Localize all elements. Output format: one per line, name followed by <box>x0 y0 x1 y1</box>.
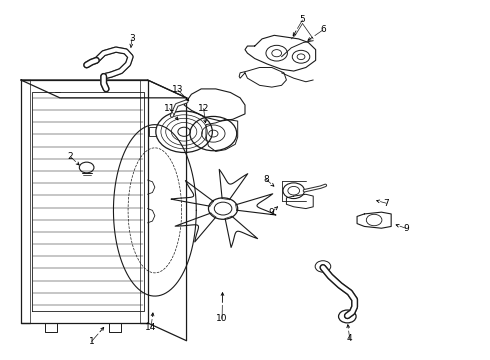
Text: 3: 3 <box>129 35 135 44</box>
Text: 13: 13 <box>172 85 184 94</box>
Text: 9: 9 <box>403 224 409 233</box>
Text: 2: 2 <box>68 152 74 161</box>
Circle shape <box>79 162 94 173</box>
Text: 10: 10 <box>217 314 228 323</box>
Text: 4: 4 <box>347 334 353 343</box>
Text: 14: 14 <box>145 323 157 332</box>
Text: 7: 7 <box>383 199 389 208</box>
Text: 12: 12 <box>198 104 209 113</box>
Text: 11: 11 <box>164 104 175 113</box>
Text: 5: 5 <box>299 15 305 24</box>
Circle shape <box>208 198 238 219</box>
Text: 1: 1 <box>89 337 95 346</box>
Text: 8: 8 <box>263 175 269 184</box>
Text: 6: 6 <box>320 26 326 35</box>
Text: 9: 9 <box>269 208 274 217</box>
